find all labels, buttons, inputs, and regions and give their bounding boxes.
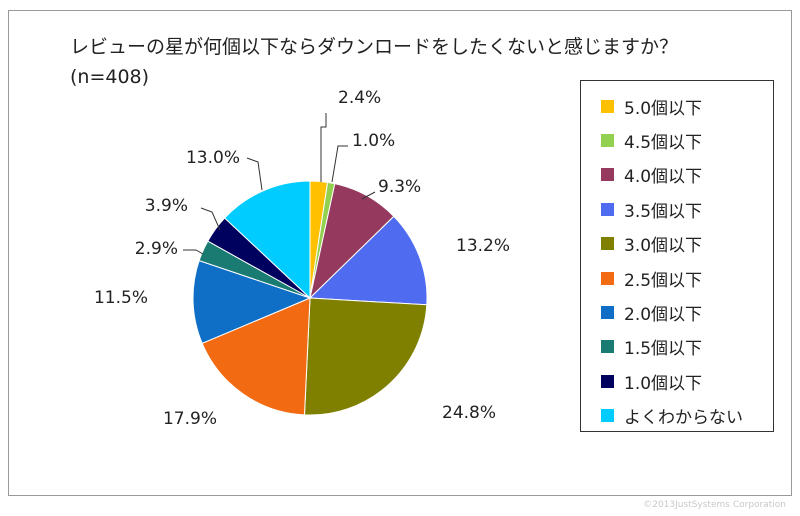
data-label-1: 2.4%: [338, 88, 381, 108]
pie-slices: [192, 180, 428, 416]
legend-swatch: [601, 99, 614, 113]
pie-slice-5: [303, 297, 428, 416]
data-label-4: 13.2%: [456, 236, 510, 256]
legend-swatch: [601, 271, 614, 285]
pie-slice-4: [308, 215, 428, 306]
data-label-9: 3.9%: [145, 196, 188, 216]
legend-swatch: [601, 340, 614, 354]
leader-line-9: [200, 207, 221, 231]
legend-item-9: 1.0個以下: [581, 364, 773, 398]
legend-swatch: [601, 374, 614, 388]
legend-label: 4.5個以下: [624, 133, 703, 154]
leader-lines: [183, 113, 376, 255]
legend-swatch: [601, 306, 614, 320]
copyright-watermark: ©2013JustSystems Corporation: [643, 500, 786, 510]
leader-line-10: [246, 157, 263, 191]
leader-line-1: [320, 113, 327, 182]
chart-title: レビューの星が何個以下ならダウンロードをしたくないと感じますか？(n=408): [70, 36, 679, 88]
data-label-8: 2.9%: [135, 239, 178, 259]
data-label-5: 24.8%: [442, 403, 496, 423]
data-label-3: 9.3%: [378, 177, 421, 197]
pie-slice-7: [192, 259, 312, 344]
legend-item-1: 5.0個以下: [581, 89, 773, 123]
leader-line-8: [183, 249, 204, 255]
legend-item-3: 4.0個以下: [581, 158, 773, 192]
data-label-7: 11.5%: [94, 288, 148, 308]
legend-item-5: 3.0個以下: [581, 227, 773, 261]
legend-item-10: よくわからない: [581, 399, 773, 433]
legend-label: 2.0個以下: [624, 305, 703, 326]
legend-label: 1.0個以下: [624, 373, 703, 394]
legend-label: よくわからない: [624, 408, 743, 429]
pie-slice-6: [201, 297, 311, 416]
data-label-6: 17.9%: [163, 409, 217, 429]
legend-label: 3.5個以下: [624, 201, 703, 222]
legend-swatch: [601, 134, 614, 148]
legend-label: 1.5個以下: [624, 339, 703, 360]
legend-item-6: 2.5個以下: [581, 261, 773, 295]
legend-label: 3.0個以下: [624, 236, 703, 257]
leader-line-3: [361, 191, 376, 200]
pie-slice-10: [223, 180, 311, 300]
legend-label: 4.0個以下: [624, 167, 703, 188]
data-label-10: 13.0%: [186, 148, 240, 168]
leader-line-2: [331, 145, 348, 183]
legend-item-7: 2.0個以下: [581, 295, 773, 329]
legend-label: 5.0個以下: [624, 98, 703, 119]
legend-swatch: [601, 237, 614, 251]
legend-swatch: [601, 168, 614, 182]
legend-item-2: 4.5個以下: [581, 123, 773, 157]
legend-swatch: [601, 202, 614, 216]
legend-item-4: 3.5個以下: [581, 192, 773, 226]
legend-label: 2.5個以下: [624, 270, 703, 291]
legend-item-8: 1.5個以下: [581, 330, 773, 364]
data-label-2: 1.0%: [352, 131, 395, 151]
legend-swatch: [601, 409, 614, 423]
data-labels: 2.4% 1.0% 9.3% 13.2% 24.8% 17.9% 11.5% 2.9% 3.9%…: [94, 88, 510, 429]
legend: 5.0個以下 4.5個以下 4.0個以下 3.5個以下 3.0個以下 2.5個以下 2.0個…: [580, 80, 774, 432]
